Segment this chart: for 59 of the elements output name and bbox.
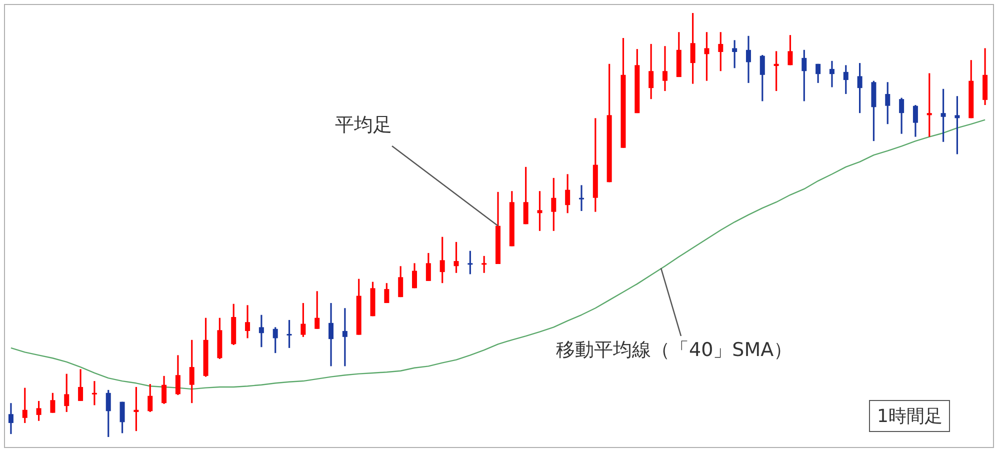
candlestick xyxy=(64,373,70,413)
candlestick xyxy=(258,314,264,348)
candlestick xyxy=(843,64,848,95)
candlestick xyxy=(537,190,542,232)
candlestick xyxy=(8,402,14,435)
candlestick xyxy=(300,302,306,338)
candlestick xyxy=(648,43,654,100)
candlestick xyxy=(189,339,194,404)
candlestick xyxy=(272,326,278,354)
candlestick xyxy=(314,290,320,330)
candlestick xyxy=(162,375,167,405)
annotation: 平均足 xyxy=(335,113,392,138)
candlestick xyxy=(92,380,97,406)
candlestick xyxy=(899,97,904,135)
candlestick xyxy=(954,95,960,155)
candlestick xyxy=(940,88,946,143)
candlestick xyxy=(788,34,793,66)
candlestick xyxy=(78,368,84,402)
candlestick xyxy=(857,62,862,114)
candlestick xyxy=(134,386,139,432)
candlestick xyxy=(426,252,431,282)
candlestick xyxy=(22,387,28,424)
candlestick xyxy=(342,307,348,367)
candlestick xyxy=(50,392,56,414)
candlestick xyxy=(760,54,765,102)
candlestick xyxy=(106,389,111,438)
candlestick xyxy=(565,173,570,214)
candlestick xyxy=(662,45,668,92)
candlestick xyxy=(912,104,918,138)
candlestick xyxy=(885,81,890,125)
candlestick xyxy=(175,354,180,396)
candlestick xyxy=(36,400,42,422)
candlestick xyxy=(412,262,418,289)
candlestick xyxy=(690,12,696,85)
candlestick xyxy=(829,60,834,88)
candlestick xyxy=(468,250,473,275)
candlestick xyxy=(440,236,445,284)
candlestick xyxy=(120,401,125,434)
candlestick xyxy=(551,177,556,232)
candlestick xyxy=(578,184,584,212)
candlestick xyxy=(328,302,334,367)
candlestick xyxy=(732,39,738,69)
candlestick xyxy=(398,265,404,298)
candlestick xyxy=(148,383,153,413)
annotation: 1時間足 xyxy=(869,400,950,432)
candlestick xyxy=(718,31,724,72)
candlestick xyxy=(774,50,779,92)
candlestick xyxy=(704,31,710,82)
candlestick xyxy=(523,166,528,225)
candlestick xyxy=(802,49,807,102)
annotation: 移動平均線（「40」SMA） xyxy=(556,338,793,363)
candlestick xyxy=(384,282,390,304)
candlestick xyxy=(746,35,751,84)
candlestick xyxy=(482,255,487,274)
candlestick xyxy=(245,304,250,340)
candlestick xyxy=(926,72,932,138)
candlestick xyxy=(454,241,459,274)
candlestick xyxy=(816,63,821,84)
candlestick xyxy=(286,319,292,349)
